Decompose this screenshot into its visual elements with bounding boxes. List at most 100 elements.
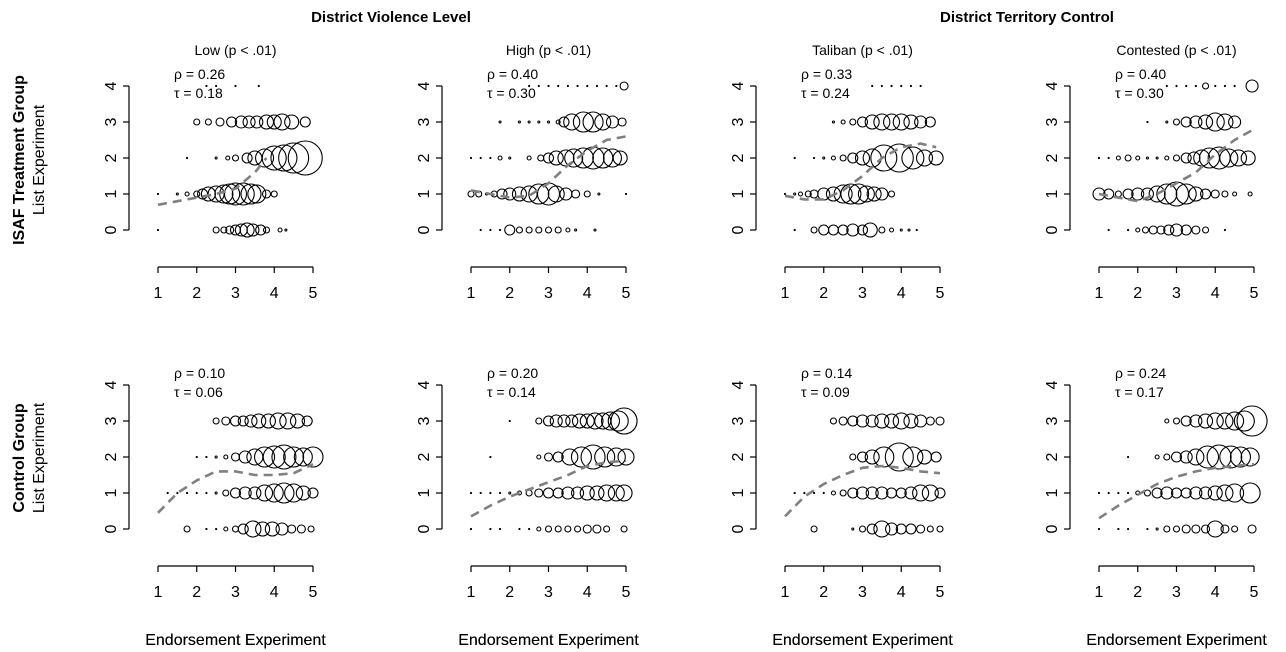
data-point [215,157,217,159]
data-point [285,229,287,231]
data-point [557,85,559,87]
y-tick-label: 1 [416,189,433,198]
data-point [470,157,472,159]
data-point [794,193,796,195]
data-point [1116,156,1120,160]
data-point [274,483,294,503]
data-point [889,191,895,197]
x-tick-label: 3 [544,584,553,601]
data-point [840,490,846,496]
data-point [302,416,312,426]
data-point [528,528,530,530]
data-point [1234,85,1236,87]
data-point [618,449,634,465]
x-axis-label: Endorsement Experiment [772,632,953,649]
data-point [196,456,198,458]
data-point [839,417,847,425]
data-point [1108,492,1110,494]
data-point [499,528,501,530]
data-point [863,223,877,237]
data-point [226,156,230,160]
data-point [1127,528,1129,530]
row-label-treatment: ISAF Treatment Group List Experiment [11,75,48,245]
data-point [489,492,491,494]
x-tick-label: 4 [897,584,906,601]
stat-rho: ρ = 0.40 [1115,66,1166,82]
data-point [621,526,627,532]
panel-0-0: Low (p < .01)ρ = 0.26τ = 0.18012341 2 3 4 5E… [103,42,326,649]
data-point [931,452,941,462]
data-point [598,193,600,195]
data-point [224,455,228,459]
y-tick-label: 3 [416,416,433,425]
data-point [538,155,544,161]
data-point [176,193,178,195]
stat-tau: τ = 0.30 [487,85,536,101]
data-point [232,453,240,461]
data-point [1155,455,1159,459]
x-tick-label: 1 [781,285,790,302]
data-point [1146,528,1148,530]
x-tick-label: 3 [544,285,553,302]
data-point [279,143,309,173]
x-tick-label: 4 [1211,584,1220,601]
data-point [920,85,922,87]
panel-0-2: Taliban (p < .01)ρ = 0.33τ = 0.24012341 2… [730,42,953,649]
x-tick-label: 3 [231,285,240,302]
data-point [1156,157,1158,159]
data-point [1248,525,1256,533]
panel-0-3: Contested (p < .01)ρ = 0.40τ = 0.3001234… [1044,42,1267,649]
x-tick-label: 2 [505,584,514,601]
x-tick-label: 3 [1172,584,1181,601]
data-point [538,85,540,87]
y-tick-label: 3 [1044,117,1061,126]
y-tick-label: 3 [730,117,747,126]
data-point [1174,526,1180,532]
y-tick-label: 4 [416,81,433,90]
stat-tau: τ = 0.09 [801,384,850,400]
column-group-title-territory: District Territory Control [940,9,1114,26]
data-point [270,413,286,429]
data-point [828,225,838,235]
y-tick-label: 1 [1044,189,1061,198]
stat-rho: ρ = 0.33 [801,66,852,82]
data-point [594,229,596,231]
data-point [1224,85,1226,87]
data-point [1211,190,1219,198]
data-point [213,227,219,233]
data-point [1146,121,1148,123]
data-point [823,492,825,494]
x-axis-label: Endorsement Experiment [458,632,639,649]
data-point [823,157,825,159]
data-point [583,525,591,533]
data-point [1136,228,1140,232]
data-point [1165,419,1169,423]
data-point [1237,406,1267,436]
data-point [1232,526,1238,532]
data-point [233,155,239,161]
x-axis-label: Endorsement Experiment [145,632,326,649]
x-tick-label: 1 [1095,584,1104,601]
data-point [1098,528,1100,530]
data-point [1117,528,1119,530]
data-point [480,492,482,494]
x-tick-label: 5 [1250,285,1259,302]
x-tick-label: 5 [936,285,945,302]
x-tick-label: 2 [192,285,201,302]
data-point [213,418,219,424]
data-point [910,85,912,87]
y-tick-label: 1 [103,189,120,198]
data-point [918,450,932,464]
x-tick-label: 5 [622,584,631,601]
data-point [186,157,188,159]
data-point [915,415,927,427]
data-point [860,526,866,532]
x-tick-label: 1 [467,285,476,302]
data-point [1108,157,1110,159]
stat-rho: ρ = 0.24 [1115,365,1166,381]
data-point [874,447,894,467]
data-point [1233,192,1237,196]
data-point [509,420,511,422]
panel-1-1: ρ = 0.20τ = 0.14012341 2 3 4 5Endorsement Ex… [416,365,639,649]
